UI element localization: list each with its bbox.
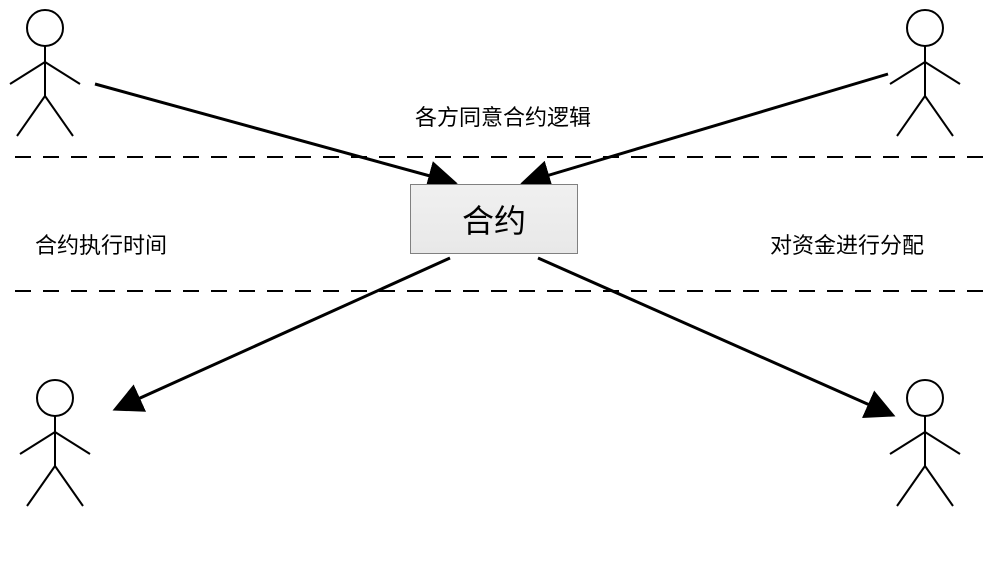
top-label: 各方同意合约逻辑: [415, 100, 591, 132]
actor-top-right: [890, 10, 960, 136]
arrow-tl: [95, 84, 452, 182]
contract-node-label: 合约: [462, 196, 526, 242]
arrow-bl: [118, 258, 450, 408]
right-label: 对资金进行分配: [770, 228, 924, 260]
contract-node: 合约: [410, 184, 578, 254]
left-label: 合约执行时间: [35, 228, 167, 260]
actor-bottom-right: [890, 380, 960, 506]
actor-bottom-left: [20, 380, 90, 506]
arrow-br: [538, 258, 890, 414]
actor-top-left: [10, 10, 80, 136]
contract-diagram: [0, 0, 1000, 561]
